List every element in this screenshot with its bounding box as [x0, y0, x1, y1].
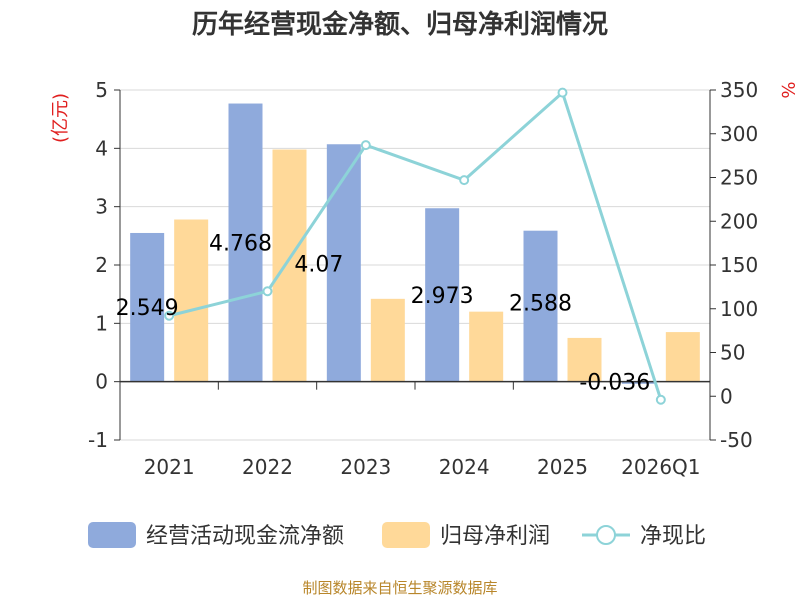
- legend-swatch: [382, 522, 430, 548]
- ratio-line: [164, 87, 666, 405]
- ratio-point: [655, 394, 666, 405]
- ratio-point: [262, 286, 273, 297]
- left-tick-label: 5: [95, 78, 108, 102]
- right-tick-label: 200: [720, 209, 758, 233]
- bar-cash-flow: [425, 208, 460, 382]
- bar-net-profit: [567, 337, 602, 382]
- right-tick-label: 300: [720, 122, 758, 146]
- data-labels: 2.549 4.768 4.07 2.973 2.588 -0.036: [116, 232, 651, 396]
- bar-cash-flow: [326, 144, 361, 382]
- category-label: 2021: [144, 455, 195, 479]
- ratio-line-path: [168, 89, 663, 401]
- left-tick-label: 0: [95, 370, 108, 394]
- category-label: 2025: [537, 455, 588, 479]
- bar-net-profit: [370, 298, 405, 382]
- left-tick-label: 4: [95, 136, 108, 160]
- bar-cash-flow: [130, 232, 165, 382]
- category-label: 2024: [439, 455, 490, 479]
- category-label: 2023: [340, 455, 391, 479]
- legend-marker: [596, 525, 616, 545]
- axes: -1 0 1 2 3 4 5 -50 0 50 100 150 200 250 300 350 2021 2022…: [88, 78, 758, 479]
- cash-flow-value-label: -0.036: [579, 371, 650, 396]
- legend-label: 归母净利润: [440, 524, 550, 549]
- bar-net-profit: [272, 149, 307, 382]
- ratio-point: [459, 175, 470, 186]
- right-tick-label: 250: [720, 166, 758, 190]
- right-tick-label: 100: [720, 297, 758, 321]
- category-label: 2026Q1: [621, 455, 700, 479]
- left-tick-label: 2: [95, 253, 108, 277]
- left-axis-unit: (亿元): [50, 93, 71, 143]
- right-tick-label: 0: [720, 384, 733, 408]
- left-tick-label: 3: [95, 195, 108, 219]
- legend: 经营活动现金流净额 归母净利润 净现比: [88, 522, 706, 549]
- left-tick-label: 1: [95, 311, 108, 335]
- ratio-point: [557, 87, 568, 98]
- bar-net-profit: [469, 311, 504, 382]
- legend-label: 经营活动现金流净额: [146, 524, 344, 549]
- bar-net-profit: [665, 332, 700, 382]
- right-tick-label: -50: [720, 428, 753, 452]
- right-axis-unit: %: [777, 81, 798, 98]
- legend-swatch: [88, 522, 136, 548]
- ratio-point: [360, 140, 371, 151]
- bars: [130, 103, 700, 384]
- grid-lines: [120, 89, 710, 441]
- category-label: 2022: [242, 455, 293, 479]
- ratio-point: [164, 310, 175, 321]
- left-tick-label: -1: [88, 428, 108, 452]
- cash-flow-value-label: 4.768: [209, 232, 272, 257]
- chart-title: 历年经营现金净额、归母净利润情况: [192, 9, 608, 40]
- cash-flow-value-label: 2.588: [509, 292, 572, 317]
- bar-net-profit: [174, 219, 209, 382]
- right-tick-label: 50: [720, 341, 745, 365]
- right-tick-label: 350: [720, 78, 758, 102]
- bar-cash-flow: [621, 381, 656, 384]
- cash-flow-value-label: 2.549: [116, 296, 179, 321]
- legend-label: 净现比: [640, 524, 706, 549]
- cash-flow-value-label: 4.07: [294, 252, 343, 277]
- bar-cash-flow: [523, 230, 558, 382]
- cash-flow-value-label: 2.973: [411, 284, 474, 309]
- source-note: 制图数据来自恒生聚源数据库: [302, 579, 497, 597]
- bar-cash-flow: [228, 103, 263, 382]
- right-tick-label: 150: [720, 253, 758, 277]
